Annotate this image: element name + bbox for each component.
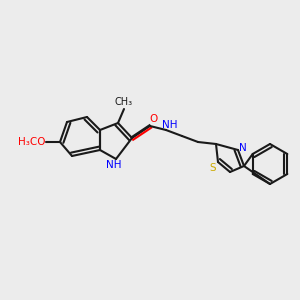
Text: NH: NH xyxy=(106,160,122,170)
Text: CH₃: CH₃ xyxy=(115,97,133,107)
Text: S: S xyxy=(210,163,216,173)
Text: NH: NH xyxy=(162,120,178,130)
Text: H₃CO: H₃CO xyxy=(18,137,46,147)
Text: N: N xyxy=(239,143,247,153)
Text: O: O xyxy=(149,114,157,124)
